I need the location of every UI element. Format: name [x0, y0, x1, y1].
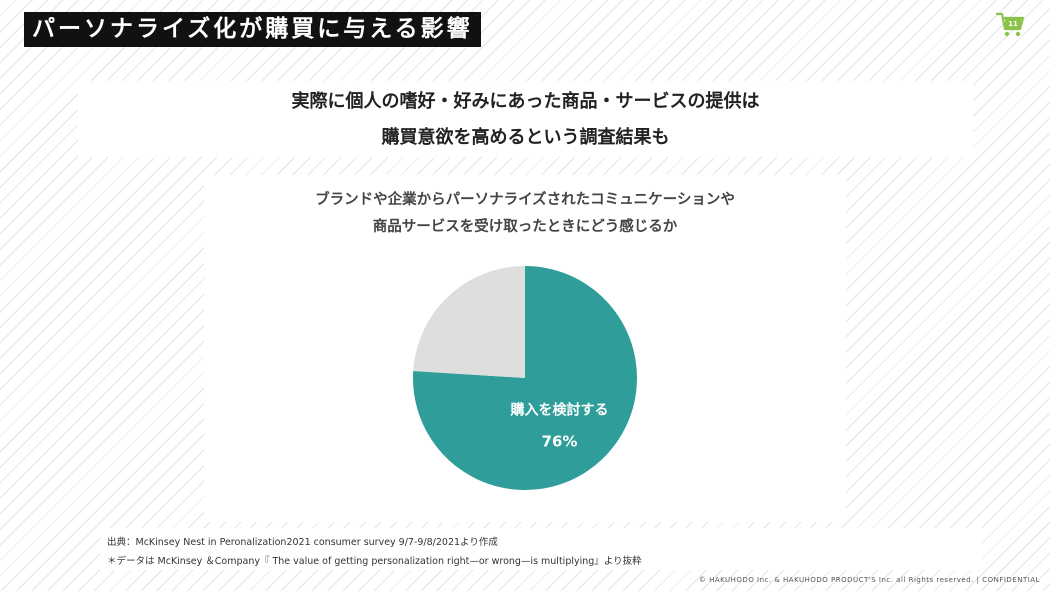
pie-slice-2	[413, 266, 525, 378]
pie-slice-label: 購入を検討する	[510, 402, 609, 419]
headline-line-2: 購買意欲を高めるという調査結果も	[381, 127, 670, 148]
source-box: 出典：McKinsey Nest in Peronalization2021 c…	[100, 528, 982, 570]
source-line-2: ＊データは McKinsey ＆Company『 The value of ge…	[107, 556, 642, 567]
pie-slice-value: 76%	[542, 433, 578, 451]
chart-question-line-1: ブランドや企業からパーソナライズされたコミュニケーションや	[315, 192, 735, 208]
source-line-1: 出典：McKinsey Nest in Peronalization2021 c…	[107, 537, 498, 548]
chart-panel: ブランドや企業からパーソナライズされたコミュニケーションや 商品サービスを受け取…	[204, 175, 846, 522]
headline-box: 実際に個人の嗜好・好みにあった商品・サービスの提供は 購買意欲を高めるという調査…	[78, 81, 973, 157]
pie-chart: 購入を検討する 76%	[413, 266, 637, 490]
headline-line-1: 実際に個人の嗜好・好みにあった商品・サービスの提供は	[291, 91, 760, 112]
chart-question: ブランドや企業からパーソナライズされたコミュニケーションや 商品サービスを受け取…	[204, 187, 846, 241]
chart-question-line-2: 商品サービスを受け取ったときにどう感じるか	[372, 219, 678, 235]
slide-title: パーソナライズ化が購買に与える影響	[24, 12, 481, 47]
shopping-cart-icon: 11	[996, 12, 1025, 37]
copyright: © HAKUHODO Inc. & HAKUHODO PRODUCT'S Inc…	[698, 576, 1040, 584]
page-number: 11	[1008, 20, 1018, 28]
